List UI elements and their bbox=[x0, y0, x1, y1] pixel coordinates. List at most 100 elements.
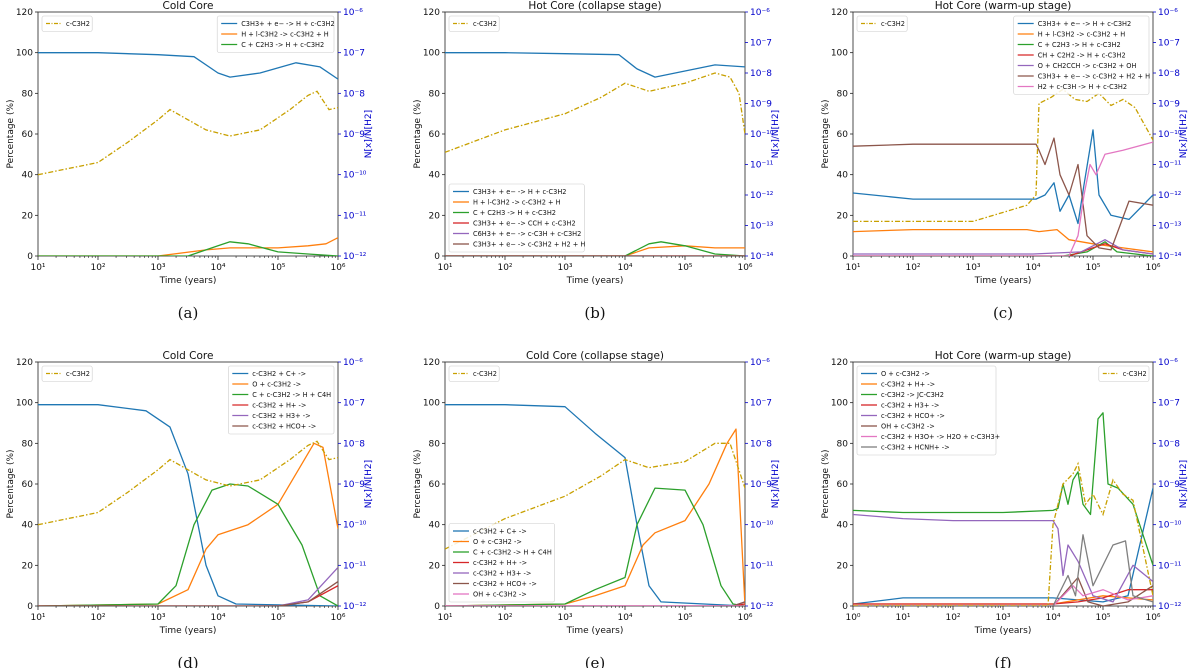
y-tick-label: 120 bbox=[831, 358, 848, 368]
x-tick-label: 10³ bbox=[995, 613, 1010, 623]
series-line bbox=[853, 513, 1153, 603]
y-axis-label: Percentage (%) bbox=[821, 449, 831, 518]
y2-tick-label: 10⁻9 bbox=[750, 480, 772, 490]
y2-tick-label: 10⁻⁶ bbox=[750, 8, 770, 18]
x-tick-label: 10⁶ bbox=[737, 263, 752, 273]
x-axis-label: Time (years) bbox=[566, 626, 624, 636]
x-axis-label: Time (years) bbox=[159, 626, 217, 636]
legend-entry: C6H3+ + e− -> c-C3H + c-C3H2 bbox=[473, 230, 581, 238]
legend-entry: C + c-C3H2 -> H + C4H bbox=[473, 548, 552, 556]
series-line bbox=[38, 566, 338, 606]
legend-entry: c-C3H2 bbox=[473, 20, 497, 28]
y2-tick-label: 10⁻¹⁰ bbox=[1158, 521, 1182, 531]
legend: c-C3H2 + C+ -> O + c-C3H2 -> C + c-C3H2 ->… bbox=[228, 365, 335, 435]
y-axis-label: Percentage (%) bbox=[413, 449, 423, 518]
y2-tick-label: 10⁻¹⁰ bbox=[750, 130, 774, 140]
y2-tick-label: 10⁻⁶ bbox=[1158, 8, 1178, 18]
y-tick-label: 100 bbox=[423, 49, 440, 59]
legend-frame bbox=[1013, 15, 1150, 95]
legend: c-C3H2 bbox=[448, 15, 500, 32]
y2-tick-label: 10⁻¹² bbox=[1158, 602, 1182, 612]
x-tick-label: 10¹ bbox=[437, 613, 452, 623]
abundance-line bbox=[38, 440, 338, 526]
y-tick-label: 100 bbox=[831, 49, 848, 59]
legend-entry: C + c-C3H2 -> H + C4H bbox=[252, 391, 331, 399]
y2-tick-label: 10⁻¹⁴ bbox=[750, 252, 774, 262]
y-tick-label: 120 bbox=[16, 8, 33, 18]
y2-tick-label: 10⁻8 bbox=[750, 69, 772, 79]
legend-entry: c-C3H2 + HCO+ -> bbox=[473, 580, 537, 588]
legend: c-C3H2 bbox=[1098, 365, 1150, 382]
legend: c-C3H2 bbox=[448, 365, 500, 382]
y-tick-label: 40 bbox=[837, 521, 849, 531]
y-tick-label: 100 bbox=[831, 399, 848, 409]
y2-tick-label: 10⁻7 bbox=[750, 399, 772, 409]
series-line bbox=[445, 603, 745, 606]
series-line bbox=[38, 241, 338, 256]
legend-entry: c-C3H2 bbox=[881, 20, 905, 28]
legend-entry: C + C2H3 -> H + c-C3H2 bbox=[1038, 41, 1121, 49]
chart-panel-f: Hot Core (warm-up stage) 0 20 40 60 80 100 120 1… bbox=[821, 350, 1189, 668]
x-tick-label: 10¹ bbox=[30, 263, 45, 273]
series-line bbox=[445, 601, 745, 606]
y2-tick-label: 10⁻7 bbox=[1158, 39, 1180, 49]
legend-entry: CH + C2H2 -> H + c-C3H2 bbox=[1038, 51, 1126, 59]
x-tick-label: 10² bbox=[497, 613, 512, 623]
panel-caption: (d) bbox=[177, 654, 198, 668]
x-tick-label: 10¹ bbox=[437, 263, 452, 273]
y2-tick-label: 10⁻¹¹ bbox=[343, 561, 367, 571]
y2-tick-label: 10⁻¹¹ bbox=[750, 161, 774, 171]
legend-frame bbox=[1098, 365, 1150, 382]
legend-frame bbox=[448, 183, 585, 253]
x-tick-label: 10⁵ bbox=[677, 613, 692, 623]
series-line bbox=[38, 442, 338, 606]
x-tick-label: 10³ bbox=[557, 263, 572, 273]
y2-tick-label: 10⁻8 bbox=[750, 439, 772, 449]
y2-axis-label: N[x]/N[H2] bbox=[364, 110, 374, 158]
legend-frame bbox=[41, 15, 93, 32]
legend-entry: OH + c-C3H2 -> bbox=[881, 422, 935, 430]
y-tick-label: 40 bbox=[429, 171, 441, 181]
y-tick-label: 0 bbox=[842, 252, 848, 262]
y-tick-label: 60 bbox=[22, 130, 34, 140]
legend-entry: C + C2H3 -> H + c-C3H2 bbox=[473, 209, 556, 217]
y2-tick-label: 10⁻8 bbox=[1158, 69, 1180, 79]
series-line bbox=[38, 581, 338, 606]
y2-tick-label: 10⁻¹² bbox=[343, 252, 367, 262]
legend-entry: O + c-C3H2 -> bbox=[252, 380, 301, 388]
chart-panel-b: Hot Core (collapse stage) 0 20 40 60 80 100 120… bbox=[413, 0, 781, 322]
x-tick-label: 10⁵ bbox=[1095, 613, 1110, 623]
y2-tick-label: 10⁻9 bbox=[750, 100, 772, 110]
x-tick-label: 10⁶ bbox=[330, 263, 345, 273]
chart-panel-e: Cold Core (collapse stage) 0 20 40 60 80 100 12… bbox=[413, 350, 781, 668]
x-tick-label: 10³ bbox=[965, 263, 980, 273]
x-tick-label: 10⁴ bbox=[210, 263, 225, 273]
y2-tick-label: 10⁻⁶ bbox=[343, 8, 363, 18]
legend-entry: c-C3H2 + HCO+ -> bbox=[252, 422, 316, 430]
series-line bbox=[853, 141, 1153, 256]
plot-area bbox=[38, 404, 338, 606]
y-axis-label: Percentage (%) bbox=[821, 99, 831, 168]
legend-entry: c-C3H2 + H+ -> bbox=[881, 380, 935, 388]
y2-tick-label: 10⁻¹² bbox=[750, 191, 774, 201]
chart-panel-c: Hot Core (warm-up stage) 0 20 40 60 80 100 120 1… bbox=[821, 0, 1189, 322]
y2-tick-label: 10⁻¹¹ bbox=[750, 561, 774, 571]
x-tick-label: 10⁵ bbox=[677, 263, 692, 273]
y2-axis-label: N[x]/N[H2] bbox=[1179, 460, 1189, 508]
y-tick-label: 0 bbox=[434, 602, 440, 612]
y2-tick-label: 10⁻¹⁰ bbox=[750, 521, 774, 531]
abundance-line bbox=[853, 88, 1153, 223]
y-tick-label: 0 bbox=[27, 252, 33, 262]
y-tick-label: 120 bbox=[423, 8, 440, 18]
x-tick-label: 10² bbox=[90, 613, 105, 623]
y2-axis-label: N[x]/N[H2] bbox=[1179, 110, 1189, 158]
y-tick-label: 80 bbox=[837, 439, 849, 449]
y2-tick-label: 10⁻8 bbox=[343, 439, 365, 449]
x-tick-label: 10² bbox=[945, 613, 960, 623]
legend: O + c-C3H2 -> c-C3H2 + H+ -> c-C3H2 -> JC-… bbox=[856, 365, 1000, 456]
y2-tick-label: 10⁻9 bbox=[1158, 100, 1180, 110]
y-axis-label: Percentage (%) bbox=[413, 99, 423, 168]
x-tick-label: 10² bbox=[905, 263, 920, 273]
x-tick-label: 10³ bbox=[557, 613, 572, 623]
